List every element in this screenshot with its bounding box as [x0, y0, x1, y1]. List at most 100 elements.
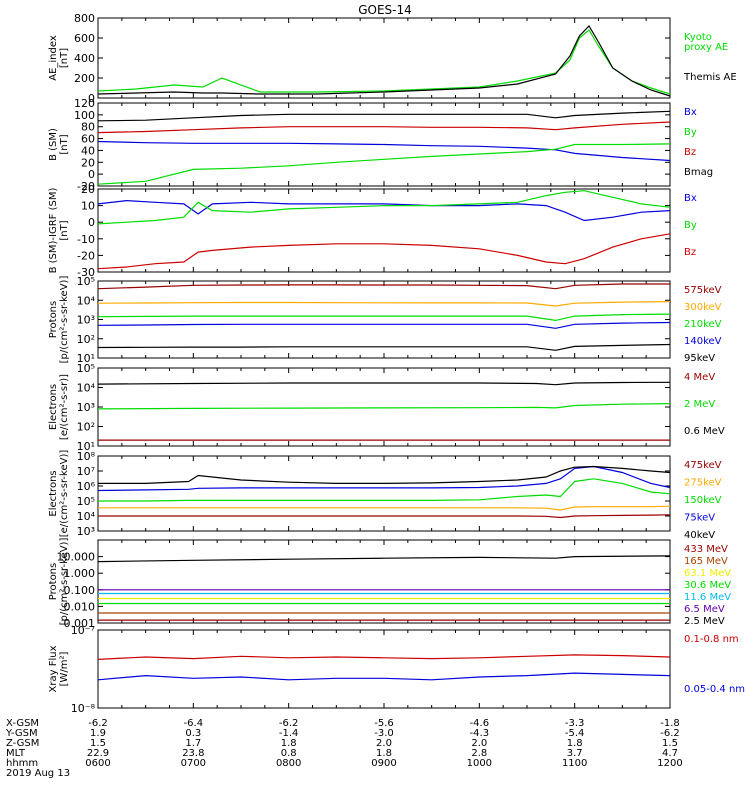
legend-entry: Themis AE [683, 72, 737, 83]
series-line-140keV [97, 321, 671, 329]
series-line-0.05-0.4-nm [97, 672, 671, 681]
y-tick-label: 10⁵ [77, 362, 95, 375]
footer-date: 2019 Aug 13 [6, 768, 70, 779]
footer-value: -5.6 [374, 718, 394, 729]
series-line-By [97, 190, 671, 225]
legend-entry: By [684, 127, 697, 138]
legend-entry: Bmag [684, 167, 713, 178]
y-tick-label: 20 [81, 156, 95, 169]
footer-value: 1.8 [567, 738, 583, 749]
y-axis-label: Electrons[e/(cm²-s-sr-keV)] [48, 450, 70, 538]
footer-value: 2.0 [471, 738, 487, 749]
y-tick-label: -10 [77, 233, 95, 246]
y-tick-label: 60 [81, 133, 95, 146]
legend-entry: 275keV [684, 478, 722, 489]
series-line-Themis-AE [97, 25, 671, 97]
series-line-Bx [97, 199, 671, 222]
legend-entry: 11.6 MeV [684, 592, 731, 603]
footer-row-label: Z-GSM [6, 738, 39, 749]
footer-value: 1.7 [185, 738, 201, 749]
legend-entry: Bz [684, 147, 696, 158]
y-tick-label: 1.000 [64, 567, 96, 580]
footer-value: 3.7 [567, 748, 583, 759]
legend-entry: 433 MeV [684, 544, 728, 555]
y-tick-label: 100 [74, 109, 95, 122]
y-tick-label: 10⁵ [77, 495, 95, 508]
legend-entry: 75keV [684, 513, 715, 524]
y-tick-label: 10³ [77, 401, 95, 414]
y-tick-label: 10⁻⁸ [71, 702, 96, 715]
footer-value: 23.8 [182, 748, 204, 759]
y-tick-label: 0 [88, 168, 95, 181]
footer-value: 1100 [562, 758, 587, 769]
y-tick-label: 10³ [77, 525, 95, 538]
series-line-Bz [97, 121, 671, 134]
legend-entry: Kyoto [684, 32, 712, 43]
legend-entry: 40keV [684, 530, 715, 541]
series-line-575keV [97, 283, 670, 290]
y-axis-label: AE_index[nT] [48, 35, 70, 81]
y-tick-label: 0.100 [64, 584, 96, 597]
y-axis-label: Electrons[e/(cm²-s-sr)] [48, 374, 70, 440]
footer-value: -3.0 [374, 728, 394, 739]
y-tick-label: 10⁴ [77, 294, 96, 307]
footer-value: 0600 [85, 758, 110, 769]
y-tick-label: 0.010 [64, 600, 96, 613]
y-axis-label: Xray Flux[W/m²] [48, 645, 70, 692]
y-tick-label: -20 [77, 249, 95, 262]
footer-value: -6.2 [88, 718, 108, 729]
footer-value: -3.3 [565, 718, 585, 729]
figure-title: GOES-14 [358, 3, 412, 17]
footer-value: 1200 [657, 758, 682, 769]
y-tick-label: 10⁻⁷ [71, 624, 95, 637]
y-axis-label: B (SM)[nT] [48, 128, 70, 161]
y-tick-label: 200 [74, 72, 95, 85]
footer-value: 1.8 [281, 738, 297, 749]
legend-entry: 0.6 MeV [684, 426, 725, 437]
series-line-Kyoto-proxy-AE [97, 29, 671, 95]
y-tick-label: 120 [74, 97, 95, 110]
footer-value: -1.4 [279, 728, 299, 739]
footer-value: 1.5 [662, 738, 678, 749]
footer-row-label: hhmm [6, 758, 38, 769]
legend-entry: Bz [684, 247, 696, 258]
legend-entry: 63.1 MeV [684, 568, 731, 579]
footer-value: 2.8 [471, 748, 487, 759]
series-line-0.1-0.8-nm [97, 654, 671, 660]
legend-entry: 6.5 MeV [684, 604, 725, 615]
legend-entry: 165 MeV [684, 556, 728, 567]
y-tick-label: 0 [88, 92, 95, 105]
footer-ephemeris-table: X-GSM -6.2 -6.4 -6.2 -5.6 -4.6 -3.3 -1.8 Y-GSM 1.… [5, 718, 683, 769]
y-tick-label: -30 [77, 266, 95, 279]
y-tick-label: 20 [81, 183, 95, 196]
footer-value: 1.5 [90, 738, 106, 749]
footer-value: 0800 [276, 758, 301, 769]
y-tick-label: 10⁶ [77, 480, 96, 493]
y-tick-label: 10² [77, 421, 95, 434]
footer-value: 0.8 [281, 748, 297, 759]
series-line-95keV [97, 343, 671, 351]
series-line-Bmag [97, 110, 671, 122]
y-tick-label: 800 [74, 12, 95, 25]
legend-entry: 0.1-0.8 nm [684, 634, 739, 645]
legend-entry: By [684, 220, 697, 231]
footer-value: 1.9 [90, 728, 106, 739]
y-tick-label: 400 [74, 52, 95, 65]
footer-value: 4.7 [662, 748, 678, 759]
y-tick-label: 10¹ [77, 440, 95, 453]
series-line-75keV [97, 465, 671, 492]
series-line-Bx [97, 140, 671, 162]
y-tick-label: 0.001 [64, 617, 96, 630]
legend-entry: 2.5 MeV [684, 616, 725, 627]
legend-entry: Bx [684, 107, 697, 118]
legend-entry: 210keV [684, 319, 722, 330]
panel-electrons_mev: 10¹ 10² 10³ 10⁴ 10⁵ Electrons[e/(cm²-s-sr)] 4 … [48, 362, 725, 453]
y-tick-label: 10² [77, 333, 95, 346]
legend-entry: Bx [684, 193, 697, 204]
y-axis-label: Protons[p/(cm²-s-sr-keV)] [48, 276, 70, 364]
series-line-0.6-MeV [97, 381, 671, 386]
